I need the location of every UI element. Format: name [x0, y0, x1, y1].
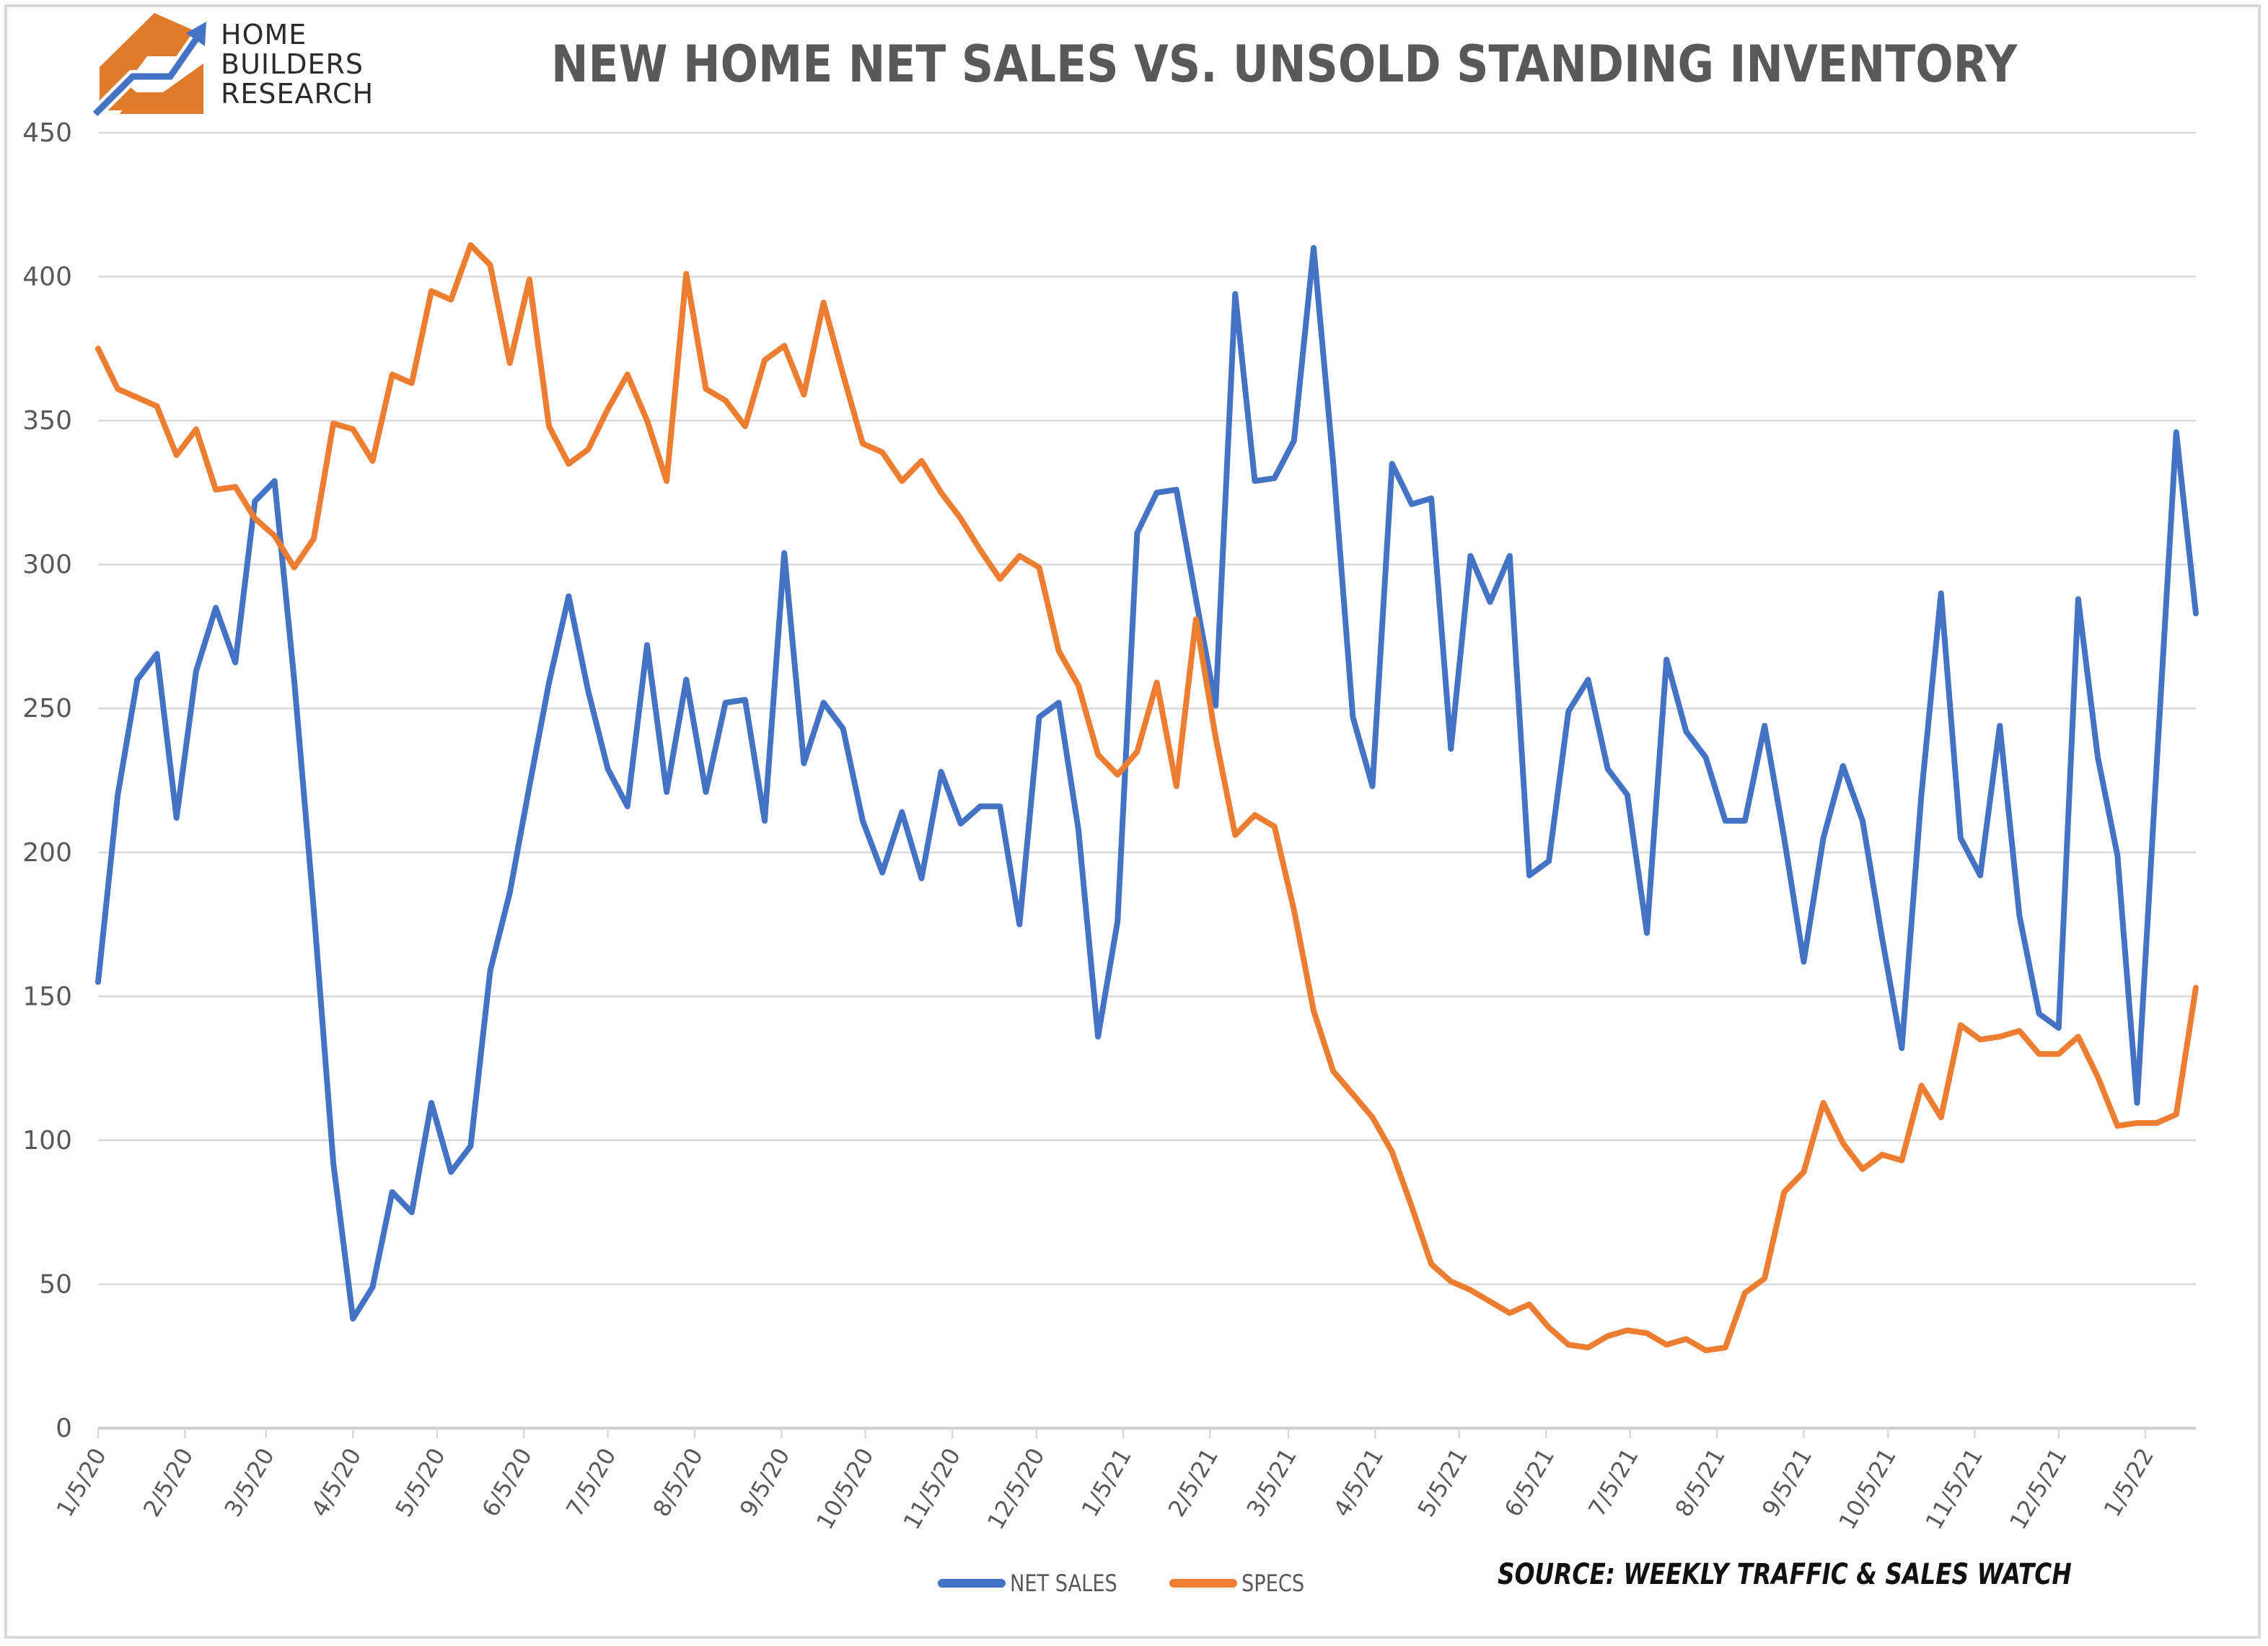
x-tick-label: 7/5/21 — [1583, 1443, 1643, 1521]
x-tick-label: 10/5/20 — [811, 1443, 879, 1534]
x-tick-label: 1/5/20 — [51, 1443, 112, 1521]
logo-house-right-shape — [120, 63, 203, 114]
x-tick-label: 11/5/21 — [1920, 1443, 1989, 1534]
legend-item-net-sales: NET SALES — [938, 1570, 1136, 1597]
x-tick-label: 2/5/21 — [1163, 1443, 1223, 1521]
logo-line-3: RESEARCH — [221, 78, 374, 110]
y-axis-labels: 0 50 100 150 200 250 300 350 400 450 — [22, 118, 72, 1443]
house-arrow-logo-icon — [90, 13, 206, 119]
y-tick-label: 0 — [56, 1414, 72, 1443]
x-tick-label: 8/5/20 — [648, 1443, 708, 1521]
chart-title: NEW HOME NET SALES VS. UNSOLD STANDING I… — [551, 35, 2018, 94]
y-tick-label: 350 — [22, 406, 72, 436]
legend-swatch-net-sales — [938, 1579, 1006, 1588]
x-tick-label: 10/5/21 — [1833, 1443, 1902, 1534]
series-lines — [95, 242, 2199, 1354]
x-tick-label: 7/5/20 — [561, 1443, 621, 1521]
x-tick-label: 2/5/20 — [138, 1443, 198, 1521]
x-tick-label: 4/5/21 — [1328, 1443, 1389, 1521]
legend-item-specs: SPECS — [1169, 1570, 1315, 1597]
x-tick-label: 6/5/21 — [1499, 1443, 1560, 1521]
legend-label-specs: SPECS — [1241, 1570, 1305, 1597]
logo-arrow-line — [92, 37, 199, 117]
legend: NET SALES SPECS — [938, 1570, 1349, 1597]
x-tick-label: 6/5/20 — [477, 1443, 537, 1521]
y-tick-label: 400 — [22, 263, 72, 292]
y-tick-label: 300 — [22, 550, 72, 580]
x-tick-label: 5/5/21 — [1412, 1443, 1472, 1521]
x-tick-label: 3/5/21 — [1241, 1443, 1301, 1521]
series-line-specs — [95, 242, 2199, 1354]
series-line-net-sales — [95, 245, 2199, 1322]
y-tick-label: 50 — [39, 1269, 72, 1299]
y-tick-label: 250 — [22, 694, 72, 723]
logo-arrow-head — [186, 22, 206, 46]
y-tick-label: 100 — [22, 1126, 72, 1156]
x-tick-label: 3/5/20 — [219, 1443, 279, 1521]
x-tick-label: 5/5/20 — [390, 1443, 450, 1521]
x-tick-label: 11/5/20 — [897, 1443, 966, 1534]
x-tick-label: 12/5/21 — [2004, 1443, 2073, 1534]
x-tick-label: 1/5/21 — [1076, 1443, 1137, 1521]
source-note: SOURCE: WEEKLY TRAFFIC & SALES WATCH — [1498, 1558, 2072, 1591]
x-tick-label: 8/5/21 — [1670, 1443, 1731, 1521]
x-axis: 1/5/20 2/5/20 3/5/20 4/5/20 5/5/20 6/5/20 7/5/… — [51, 1428, 2159, 1534]
y-tick-label: 450 — [22, 118, 72, 148]
legend-label-net-sales: NET SALES — [1010, 1570, 1117, 1597]
x-tick-label: 9/5/21 — [1757, 1443, 1817, 1521]
gridlines — [98, 131, 2196, 1430]
y-tick-label: 150 — [22, 982, 72, 1011]
legend-swatch-specs — [1169, 1579, 1238, 1588]
x-tick-label: 1/5/22 — [2098, 1443, 2159, 1521]
logo-wordmark: HOME BUILDERS RESEARCH — [221, 20, 374, 109]
logo-line-2: BUILDERS — [221, 48, 364, 80]
y-tick-label: 200 — [22, 838, 72, 868]
x-tick-label: 12/5/20 — [982, 1443, 1050, 1534]
logo-line-1: HOME — [221, 19, 307, 50]
x-tick-label: 9/5/20 — [734, 1443, 795, 1521]
company-logo: HOME BUILDERS RESEARCH — [90, 13, 408, 121]
x-tick-label: 4/5/20 — [306, 1443, 366, 1521]
